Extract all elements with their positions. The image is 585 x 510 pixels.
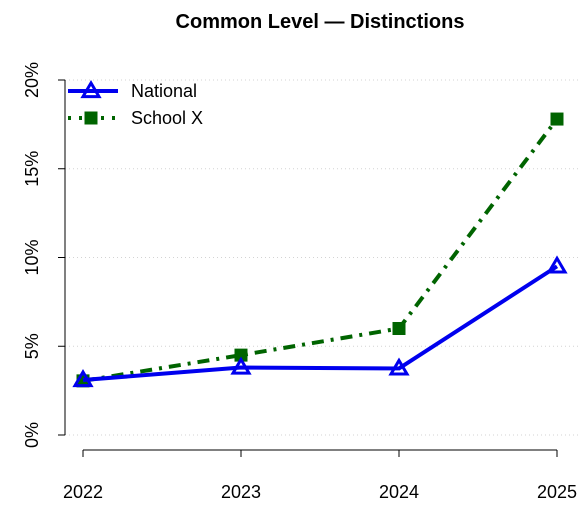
chart-title: Common Level — Distinctions [176,11,465,33]
data-point-marker [80,80,102,99]
axes: 0% 5% 10% 15% 20% 2022 2023 2024 2025 [22,62,577,502]
x-tick-label: 2022 [63,482,103,502]
grid-lines [65,79,580,436]
x-tick-label: 2025 [537,482,577,502]
y-tick-label: 20% [22,62,42,98]
y-tick-label: 15% [22,151,42,187]
x-tick-label: 2023 [221,482,261,502]
series-line [82,117,559,383]
y-tick-label: 5% [22,333,42,359]
y-tick-label: 10% [22,239,42,275]
series-line [82,264,559,382]
x-tick-label: 2024 [379,482,419,502]
data-point-marker [392,322,406,335]
legend-label: National [131,81,197,101]
series-lines [72,112,568,388]
data-point-marker [230,356,252,375]
data-point-marker [550,112,564,126]
data-point-marker [388,357,410,376]
y-tick-label: 0% [22,422,42,448]
legend-label: School X [131,108,203,128]
data-point-marker [72,369,94,388]
data-point-marker [546,255,568,274]
data-point-marker [84,111,98,125]
legend: National School X [68,80,203,128]
